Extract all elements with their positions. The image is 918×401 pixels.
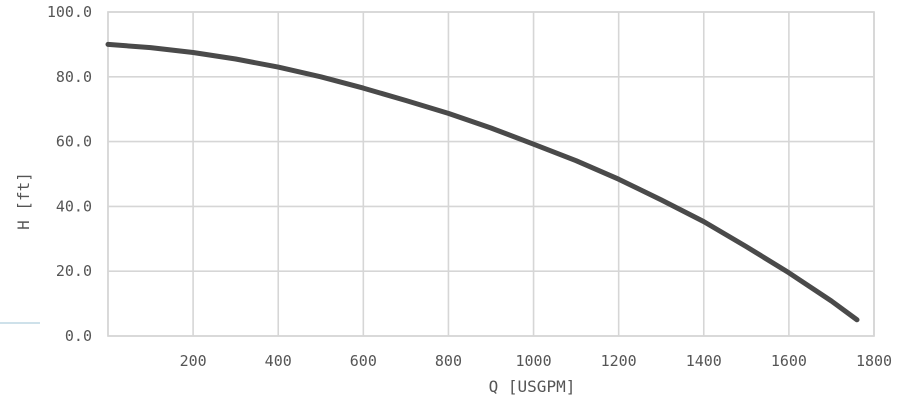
- x-tick-label: 400: [265, 352, 292, 370]
- y-tick-label: 100.0: [47, 3, 92, 21]
- y-tick-label: 20.0: [56, 262, 92, 280]
- x-tick-label: 1000: [515, 352, 551, 370]
- y-axis-label: H [ft]: [14, 172, 33, 230]
- tick-labels: 200 400 600 800 1000 1200 1400 1600 1800 0.0 20.0 4…: [47, 3, 892, 370]
- x-tick-label: 200: [180, 352, 207, 370]
- series-line: [105, 41, 860, 323]
- plot-frame: [107, 11, 875, 337]
- y-tick-label: 0.0: [65, 327, 92, 345]
- x-tick-label: 1800: [856, 352, 892, 370]
- x-tick-label: 1200: [601, 352, 637, 370]
- x-tick-label: 800: [435, 352, 462, 370]
- grid: [107, 11, 875, 337]
- y-tick-label: 60.0: [56, 133, 92, 151]
- y-tick-label: 80.0: [56, 68, 92, 86]
- x-tick-label: 600: [350, 352, 377, 370]
- y-tick-label: 40.0: [56, 197, 92, 215]
- x-axis-label: Q [USGPM]: [489, 377, 576, 396]
- x-tick-label: 1600: [771, 352, 807, 370]
- series-lines: [105, 41, 860, 323]
- x-tick-label: 1400: [686, 352, 722, 370]
